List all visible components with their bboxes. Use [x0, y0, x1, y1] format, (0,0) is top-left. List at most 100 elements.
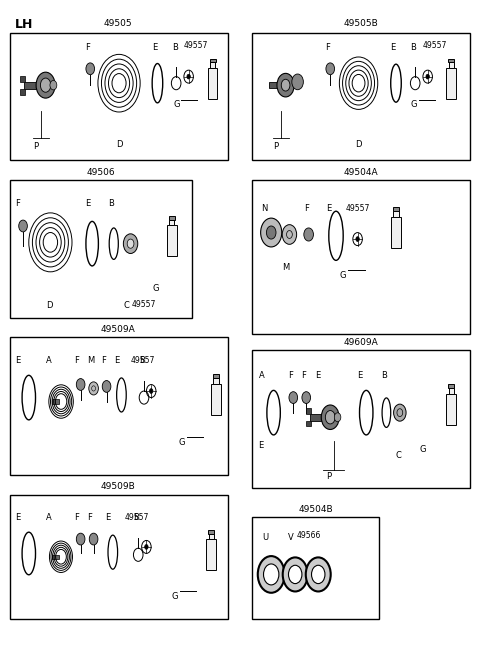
Bar — [269, 82, 282, 88]
Bar — [206, 540, 216, 570]
Text: 49557: 49557 — [131, 356, 155, 365]
Circle shape — [283, 557, 308, 591]
Text: E: E — [15, 513, 21, 522]
Text: G: G — [173, 100, 180, 109]
Bar — [252, 33, 470, 160]
Text: 49509B: 49509B — [100, 482, 135, 491]
Text: P: P — [33, 141, 38, 151]
Text: E: E — [85, 198, 91, 208]
Circle shape — [326, 63, 335, 75]
Text: G: G — [153, 284, 159, 293]
Bar — [167, 225, 177, 255]
Circle shape — [19, 220, 27, 232]
Circle shape — [187, 74, 191, 79]
Circle shape — [258, 556, 285, 593]
Text: F: F — [85, 43, 90, 52]
Text: 49566: 49566 — [296, 531, 321, 540]
Circle shape — [149, 388, 153, 394]
Bar — [208, 68, 217, 98]
Text: 49505B: 49505B — [344, 18, 378, 28]
Text: E: E — [106, 513, 111, 522]
Text: F: F — [15, 198, 20, 208]
Text: 49505: 49505 — [103, 18, 132, 28]
Circle shape — [76, 533, 85, 545]
Circle shape — [86, 63, 95, 75]
Bar — [449, 62, 454, 68]
Bar — [448, 388, 454, 394]
Bar — [211, 384, 221, 415]
Text: A: A — [259, 371, 265, 380]
Bar — [52, 555, 59, 559]
Text: E: E — [258, 441, 263, 450]
Bar — [20, 88, 25, 94]
Text: D: D — [116, 140, 122, 149]
Circle shape — [277, 73, 294, 97]
Circle shape — [102, 381, 111, 392]
Text: F: F — [288, 371, 293, 380]
Text: G: G — [179, 438, 185, 447]
Circle shape — [282, 225, 297, 244]
Bar — [448, 384, 454, 388]
Bar — [169, 219, 174, 225]
Circle shape — [321, 405, 339, 430]
Bar — [306, 421, 311, 426]
Circle shape — [356, 236, 360, 242]
Text: E: E — [15, 356, 21, 365]
Bar — [393, 211, 399, 217]
Text: M: M — [282, 263, 289, 272]
Text: E: E — [357, 371, 362, 380]
Circle shape — [266, 226, 276, 239]
Bar — [306, 408, 311, 414]
Bar — [252, 350, 470, 488]
Text: D: D — [355, 140, 362, 149]
Text: P: P — [326, 472, 331, 481]
Bar — [210, 59, 216, 62]
Text: 49557: 49557 — [183, 41, 208, 50]
Circle shape — [76, 379, 85, 390]
Bar — [446, 68, 456, 98]
Bar — [10, 495, 228, 619]
Circle shape — [312, 565, 325, 584]
Bar — [10, 337, 228, 475]
Text: E: E — [315, 371, 321, 380]
Text: F: F — [304, 204, 309, 213]
Text: 49609A: 49609A — [344, 338, 378, 347]
Bar — [10, 33, 228, 160]
Bar — [52, 400, 59, 403]
Text: G: G — [340, 271, 347, 280]
Circle shape — [281, 79, 290, 91]
Text: F: F — [301, 371, 306, 380]
Text: P: P — [274, 141, 279, 151]
Text: B: B — [172, 43, 178, 52]
Text: G: G — [171, 591, 178, 601]
Circle shape — [292, 74, 303, 90]
Bar — [210, 62, 215, 68]
Text: F: F — [325, 43, 330, 52]
Bar — [213, 378, 219, 384]
Text: N: N — [261, 204, 267, 213]
Bar — [448, 59, 454, 62]
Text: E: E — [390, 43, 396, 52]
Text: E: E — [326, 204, 332, 213]
Text: B: B — [133, 513, 139, 522]
Circle shape — [36, 72, 55, 98]
Circle shape — [89, 382, 98, 395]
Circle shape — [288, 565, 302, 584]
Bar — [393, 208, 399, 211]
Circle shape — [306, 557, 331, 591]
Bar — [252, 517, 379, 619]
Text: M: M — [87, 356, 95, 365]
Text: B: B — [410, 43, 416, 52]
Circle shape — [289, 392, 298, 403]
Circle shape — [325, 411, 335, 424]
Bar — [208, 531, 214, 534]
Text: G: G — [410, 100, 417, 109]
Bar — [20, 76, 25, 82]
Circle shape — [127, 239, 134, 248]
Text: LH: LH — [14, 18, 33, 31]
Text: 49557: 49557 — [125, 513, 149, 522]
Circle shape — [334, 413, 341, 422]
Text: B: B — [381, 371, 386, 380]
Circle shape — [40, 78, 51, 92]
Circle shape — [302, 392, 311, 403]
